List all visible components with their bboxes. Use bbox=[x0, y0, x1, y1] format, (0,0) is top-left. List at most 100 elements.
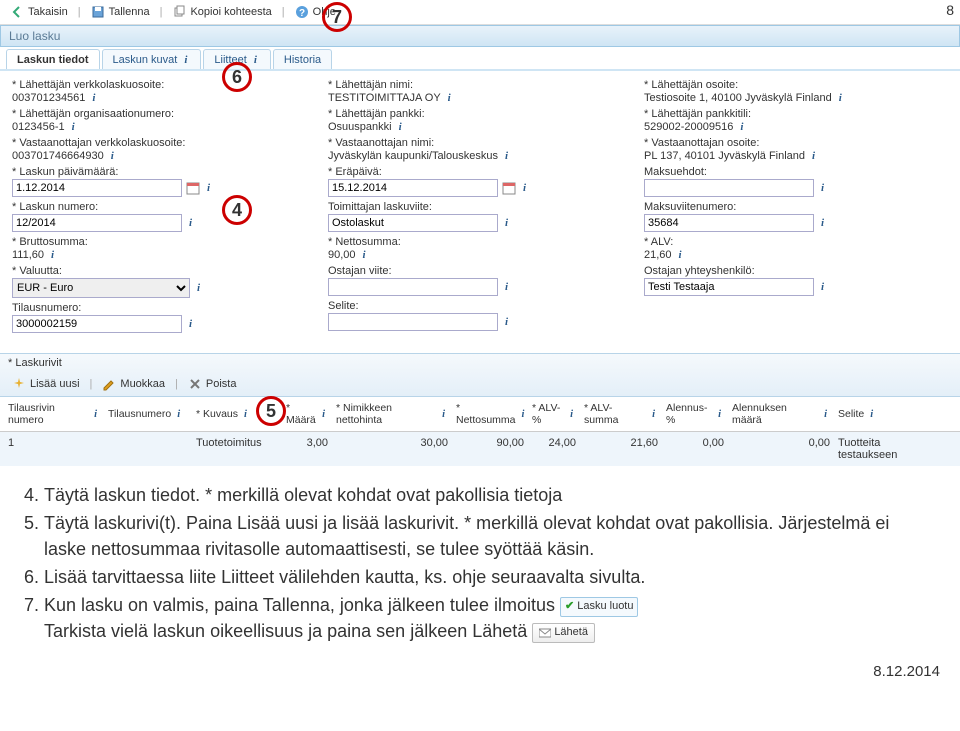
info-icon[interactable]: i bbox=[204, 182, 213, 194]
input-payment-terms[interactable] bbox=[644, 179, 814, 197]
invoice-created-badge: ✔Lasku luotu bbox=[560, 597, 638, 617]
grid-row[interactable]: 1 Tuotetoimitus 3,00 30,00 90,00 24,00 2… bbox=[0, 432, 960, 466]
cell-net-price: 30,00 bbox=[332, 435, 452, 463]
back-button[interactable]: Takaisin bbox=[6, 3, 72, 21]
info-icon[interactable]: i bbox=[251, 54, 260, 66]
grid-add-label: Lisää uusi bbox=[30, 378, 80, 390]
cell-qty: 3,00 bbox=[282, 435, 332, 463]
info-icon[interactable]: i bbox=[519, 409, 528, 420]
info-icon[interactable]: i bbox=[186, 318, 195, 330]
send-icon bbox=[539, 628, 551, 638]
label-sender-bankaccount: Lähettäjän pankkitili: bbox=[644, 108, 948, 120]
form-column-3: Lähettäjän osoite: Testiosoite 1, 40100 … bbox=[638, 75, 954, 337]
help-button[interactable]: ? Ohje bbox=[291, 3, 340, 21]
back-arrow-icon bbox=[10, 5, 24, 19]
tab-attachments[interactable]: Liitteeti bbox=[203, 49, 270, 69]
info-icon[interactable]: i bbox=[69, 121, 78, 133]
info-icon[interactable]: i bbox=[502, 281, 511, 293]
info-icon[interactable]: i bbox=[445, 92, 454, 104]
value-net-sum: 90,00 bbox=[328, 249, 356, 261]
info-icon[interactable]: i bbox=[89, 92, 98, 104]
info-icon[interactable]: i bbox=[818, 182, 827, 194]
info-icon[interactable]: i bbox=[439, 409, 448, 420]
calendar-icon[interactable] bbox=[186, 181, 200, 195]
value-recipient-name: Jyväskylän kaupunki/Talouskeskus bbox=[328, 150, 498, 162]
input-buyer-contact[interactable] bbox=[644, 278, 814, 296]
calendar-icon[interactable] bbox=[502, 181, 516, 195]
invoice-form: Lähettäjän verkkolaskuosoite: 0037012345… bbox=[0, 71, 960, 345]
save-button[interactable]: Tallenna bbox=[87, 3, 154, 21]
tab-invoice-images[interactable]: Laskun kuvati bbox=[102, 49, 202, 69]
copy-from-button[interactable]: Kopioi kohteesta bbox=[168, 3, 275, 21]
info-icon[interactable]: i bbox=[181, 54, 190, 66]
info-icon[interactable]: i bbox=[818, 281, 827, 293]
input-payment-ref[interactable] bbox=[644, 214, 814, 232]
label-payment-ref: Maksuviitenumero: bbox=[644, 201, 948, 213]
info-icon[interactable]: i bbox=[502, 316, 511, 328]
label-sender-orgnum: Lähettäjän organisaationumero: bbox=[12, 108, 316, 120]
info-icon[interactable]: i bbox=[821, 409, 830, 420]
info-icon[interactable]: i bbox=[174, 409, 183, 420]
info-icon[interactable]: i bbox=[48, 249, 57, 261]
info-icon[interactable]: i bbox=[108, 150, 117, 162]
label-due-date: Eräpäivä: bbox=[328, 166, 632, 178]
label-vat: ALV: bbox=[644, 236, 948, 248]
label-invoice-date: Laskun päivämäärä: bbox=[12, 166, 316, 178]
value-sender-address: Testiosoite 1, 40100 Jyväskylä Finland bbox=[644, 92, 832, 104]
input-invoice-date[interactable] bbox=[12, 179, 182, 197]
info-icon[interactable]: i bbox=[502, 150, 511, 162]
label-sender-bank: Lähettäjän pankki: bbox=[328, 108, 632, 120]
select-currency[interactable]: EUR - Euro bbox=[12, 278, 190, 298]
tab-invoice-details[interactable]: Laskun tiedot bbox=[6, 49, 100, 69]
grid-header-bar: * Laskurivit Lisää uusi | Muokkaa | Pois… bbox=[0, 353, 960, 397]
info-icon[interactable]: i bbox=[737, 121, 746, 133]
page-number-top: 8 bbox=[946, 2, 954, 18]
info-icon[interactable]: i bbox=[818, 217, 827, 229]
info-icon[interactable]: i bbox=[715, 409, 724, 420]
section-title-create-invoice: Luo lasku bbox=[0, 25, 960, 47]
info-icon[interactable]: i bbox=[396, 121, 405, 133]
check-icon: ✔ bbox=[565, 599, 574, 615]
grid-delete-button[interactable]: Poista bbox=[184, 375, 241, 393]
help-label: Ohje bbox=[313, 6, 336, 18]
info-icon[interactable]: i bbox=[194, 282, 203, 294]
input-buyer-ref[interactable] bbox=[328, 278, 498, 296]
input-description[interactable] bbox=[328, 313, 498, 331]
label-buyer-contact: Ostajan yhteyshenkilö: bbox=[644, 265, 948, 277]
save-icon bbox=[91, 5, 105, 19]
tab-bar: Laskun tiedot Laskun kuvati Liitteeti Hi… bbox=[0, 47, 960, 71]
label-order-number: Tilausnumero: bbox=[12, 302, 316, 314]
value-vat: 21,60 bbox=[644, 249, 672, 261]
info-icon[interactable]: i bbox=[91, 409, 100, 420]
help-icon: ? bbox=[295, 5, 309, 19]
tab-history[interactable]: Historia bbox=[273, 49, 332, 69]
info-icon[interactable]: i bbox=[520, 182, 529, 194]
copy-icon bbox=[172, 5, 186, 19]
input-order-number[interactable] bbox=[12, 315, 182, 333]
value-sender-name: TESTITOIMITTAJA OY bbox=[328, 92, 441, 104]
pencil-icon bbox=[102, 377, 116, 391]
input-supplier-ref[interactable] bbox=[328, 214, 498, 232]
info-icon[interactable]: i bbox=[867, 409, 876, 420]
label-sender-einvoice-address: Lähettäjän verkkolaskuosoite: bbox=[12, 79, 316, 91]
info-icon[interactable]: i bbox=[567, 409, 576, 420]
input-invoice-number[interactable] bbox=[12, 214, 182, 232]
info-icon[interactable]: i bbox=[836, 92, 845, 104]
info-icon[interactable]: i bbox=[676, 249, 685, 261]
input-due-date[interactable] bbox=[328, 179, 498, 197]
grid-add-button[interactable]: Lisää uusi bbox=[8, 375, 84, 393]
info-icon[interactable]: i bbox=[319, 409, 328, 420]
info-icon[interactable]: i bbox=[809, 150, 818, 162]
info-icon[interactable]: i bbox=[186, 217, 195, 229]
grid-edit-button[interactable]: Muokkaa bbox=[98, 375, 169, 393]
value-sender-einvoice-address: 003701234561 bbox=[12, 92, 85, 104]
info-icon[interactable]: i bbox=[649, 409, 658, 420]
label-net-sum: Nettosumma: bbox=[328, 236, 632, 248]
info-icon[interactable]: i bbox=[360, 249, 369, 261]
grid-toolbar: Lisää uusi | Muokkaa | Poista bbox=[0, 372, 960, 396]
copy-from-label: Kopioi kohteesta bbox=[190, 6, 271, 18]
form-column-1: Lähettäjän verkkolaskuosoite: 0037012345… bbox=[6, 75, 322, 337]
info-icon[interactable]: i bbox=[502, 217, 511, 229]
send-button-inline: Lähetä bbox=[532, 623, 595, 643]
info-icon[interactable]: i bbox=[241, 409, 250, 420]
